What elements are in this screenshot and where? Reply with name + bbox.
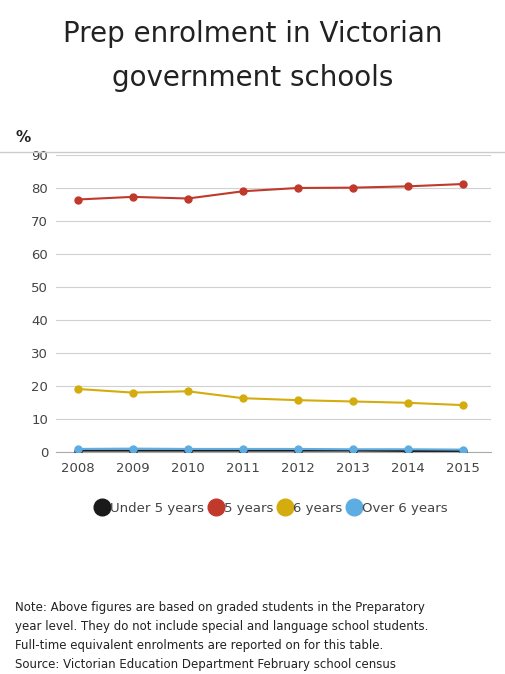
Text: %: % [15,130,30,145]
Text: Note: Above figures are based on graded students in the Preparatory
year level. : Note: Above figures are based on graded … [15,601,428,671]
Text: Prep enrolment in Victorian: Prep enrolment in Victorian [63,20,442,49]
Legend: Under 5 years, 5 years, 6 years, Over 6 years: Under 5 years, 5 years, 6 years, Over 6 … [93,497,452,520]
Text: government schools: government schools [112,64,393,92]
